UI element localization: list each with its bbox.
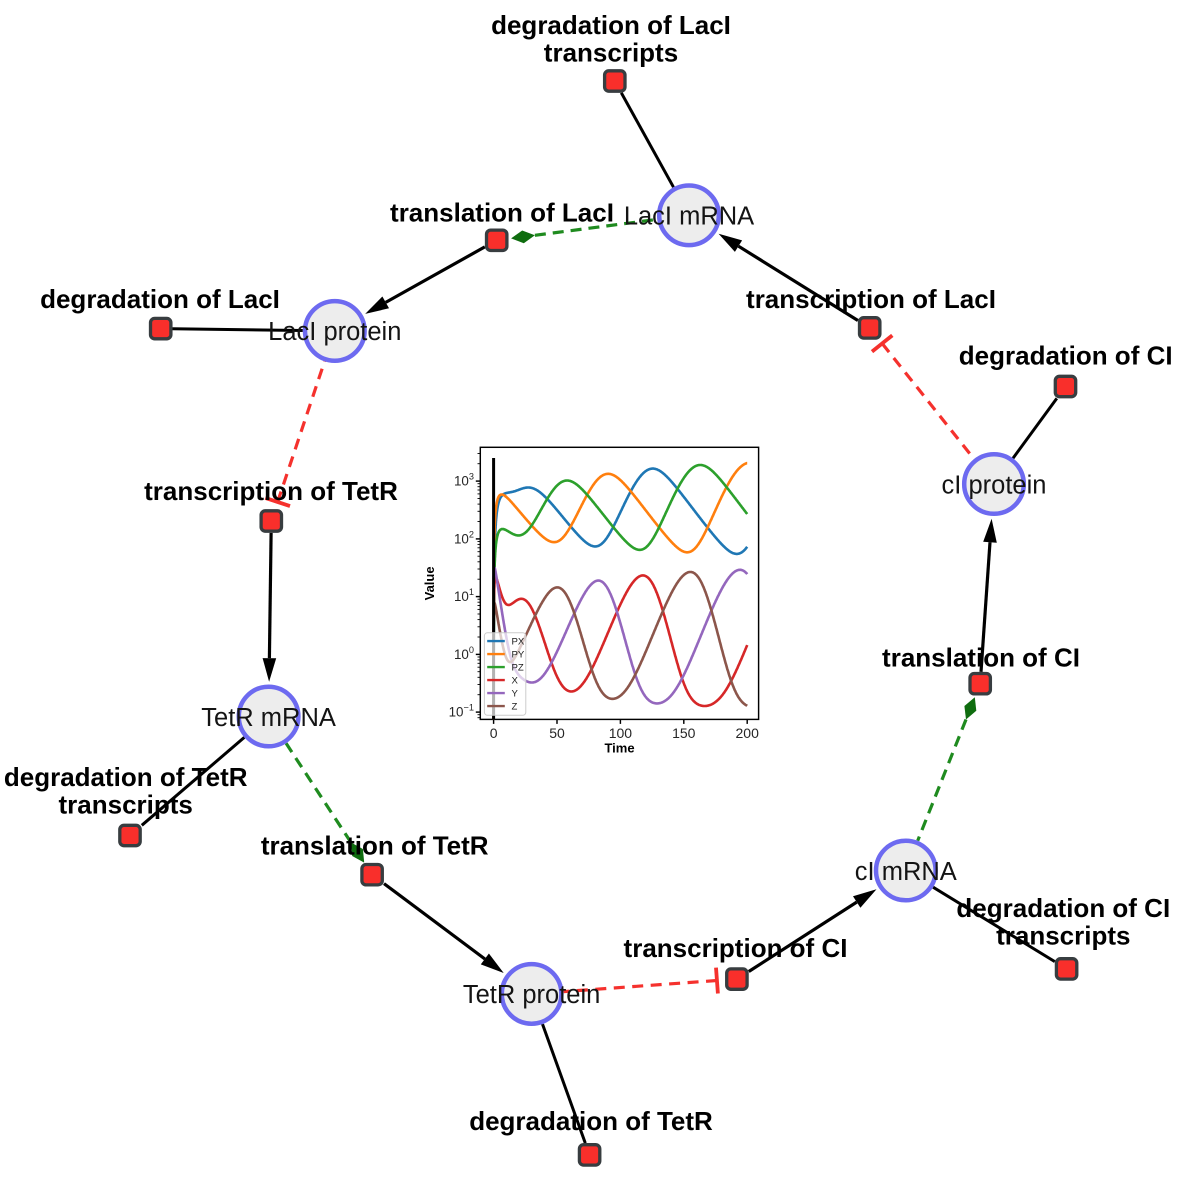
svg-text:PX: PX [512,637,525,648]
svg-text:cI protein: cI protein [942,471,1047,499]
svg-text:transcription of CI: transcription of CI [624,933,848,963]
svg-text:Time: Time [604,741,634,756]
svg-text:transcripts: transcripts [544,37,678,67]
svg-text:transcripts: transcripts [996,920,1130,950]
svg-text:cI mRNA: cI mRNA [855,858,957,886]
svg-text:0: 0 [490,725,498,741]
svg-text:Z: Z [512,702,518,713]
svg-text:translation of TetR: translation of TetR [261,831,489,861]
svg-text:PZ: PZ [512,663,524,674]
svg-text:TetR protein: TetR protein [463,981,601,1009]
svg-text:degradation of LacI: degradation of LacI [491,10,731,40]
svg-text:PY: PY [512,650,525,661]
svg-text:LacI protein: LacI protein [268,318,401,346]
svg-text:translation of CI: translation of CI [882,643,1080,673]
svg-text:LacI mRNA: LacI mRNA [624,203,754,231]
svg-text:TetR mRNA: TetR mRNA [201,704,336,732]
svg-text:X: X [512,676,519,687]
svg-text:transcription of TetR: transcription of TetR [144,476,398,506]
svg-text:degradation of CI: degradation of CI [959,340,1173,370]
svg-text:translation of LacI: translation of LacI [390,197,614,227]
svg-text:transcription of LacI: transcription of LacI [746,284,996,314]
svg-text:degradation of LacI: degradation of LacI [40,284,280,314]
svg-text:50: 50 [549,725,565,741]
svg-text:Y: Y [512,689,519,700]
svg-text:Value: Value [422,566,437,600]
svg-text:150: 150 [672,725,696,741]
svg-text:200: 200 [736,725,760,741]
svg-text:100: 100 [609,725,633,741]
svg-text:transcripts: transcripts [59,789,193,819]
svg-text:degradation of CI: degradation of CI [956,893,1170,923]
svg-text:degradation of TetR: degradation of TetR [4,762,248,792]
svg-text:degradation of TetR: degradation of TetR [469,1106,713,1136]
